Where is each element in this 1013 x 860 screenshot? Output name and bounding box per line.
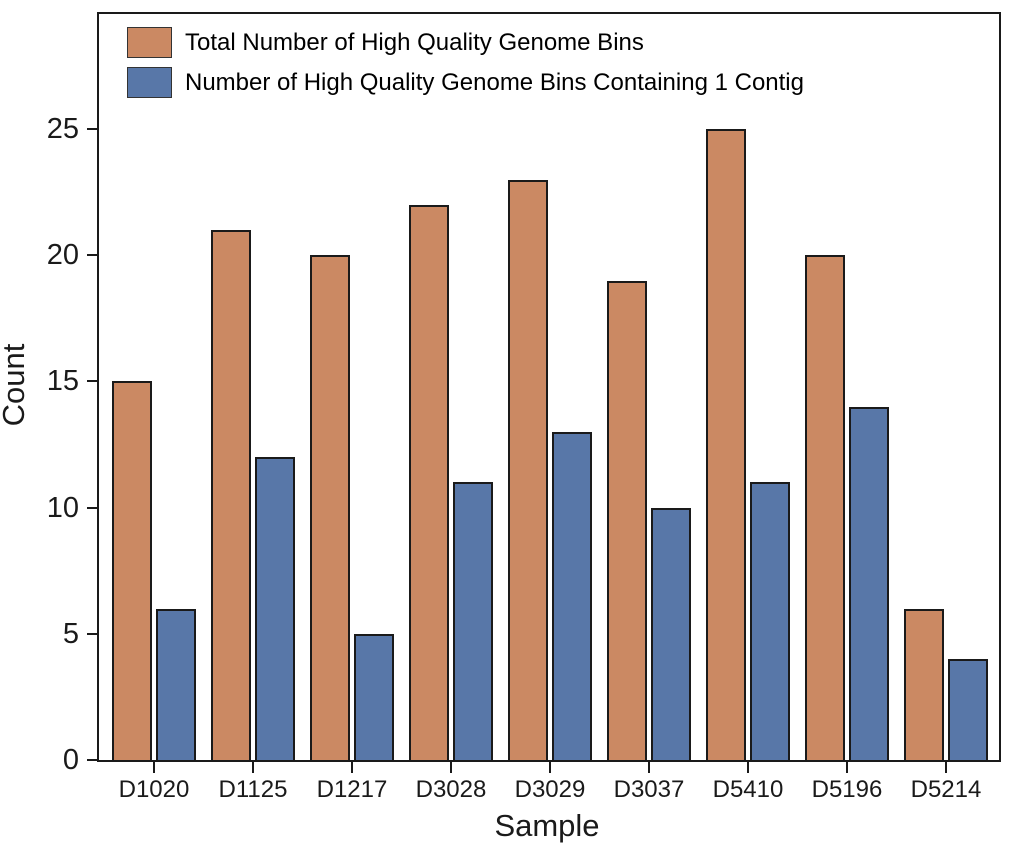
bar-contig-D1020 — [156, 608, 196, 760]
y-tick-label: 15 — [46, 365, 79, 398]
bar-total-D5410 — [706, 129, 746, 760]
x-tick-mark — [549, 762, 551, 773]
bar-contig-D3028 — [453, 482, 493, 760]
x-tick-label-D5196: D5196 — [811, 776, 883, 803]
x-tick-mark — [153, 762, 155, 773]
x-tick-mark — [252, 762, 254, 773]
x-tick-mark — [648, 762, 650, 773]
x-tick-mark — [450, 762, 452, 773]
y-tick-mark — [87, 759, 97, 761]
x-tick-label-D3028: D3028 — [415, 776, 487, 803]
bar-contig-D1125 — [255, 457, 295, 760]
x-tick-label-D1217: D1217 — [316, 776, 388, 803]
x-tick-mark — [351, 762, 353, 773]
bar-contig-D3037 — [651, 507, 691, 760]
legend-swatch-contig-icon — [127, 67, 172, 98]
bar-contig-D5214 — [948, 659, 988, 760]
bar-total-D3037 — [607, 280, 647, 760]
legend-label-total: Total Number of High Quality Genome Bins — [185, 29, 644, 56]
x-tick-label-D5410: D5410 — [712, 776, 784, 803]
bar-contig-D5196 — [849, 406, 889, 760]
x-tick-label-D3029: D3029 — [514, 776, 586, 803]
bar-total-D3029 — [508, 179, 548, 760]
legend-swatch-total-icon — [127, 27, 172, 58]
x-tick-label-D1020: D1020 — [118, 776, 190, 803]
y-tick-label: 10 — [46, 491, 79, 524]
x-tick-label-D5214: D5214 — [910, 776, 982, 803]
x-tick-mark — [846, 762, 848, 773]
y-tick-mark — [87, 254, 97, 257]
bar-total-D1125 — [211, 230, 251, 760]
x-tick-mark — [945, 762, 947, 773]
bar-total-D1020 — [112, 381, 152, 760]
bar-contig-D3029 — [552, 431, 592, 760]
y-tick-mark — [87, 380, 97, 383]
y-tick-label: 25 — [46, 113, 79, 146]
y-tick-label: 0 — [62, 744, 79, 776]
y-tick-label: 20 — [46, 239, 79, 272]
bar-total-D1217 — [310, 255, 350, 760]
x-tick-label-D3037: D3037 — [613, 776, 685, 803]
x-axis-title: Sample — [494, 808, 600, 843]
x-tick-mark — [747, 762, 749, 773]
bar-total-D5196 — [805, 255, 845, 760]
bar-contig-D5410 — [750, 482, 790, 760]
y-tick-mark — [87, 128, 97, 131]
legend-label-contig: Number of High Quality Genome Bins Conta… — [185, 69, 804, 96]
bar-contig-D1217 — [354, 633, 394, 760]
y-tick-mark — [87, 506, 97, 509]
x-tick-label-D1125: D1125 — [218, 776, 288, 803]
y-tick-label: 5 — [62, 617, 79, 650]
bar-total-D3028 — [409, 204, 449, 760]
bar-total-D5214 — [904, 608, 944, 760]
plot-area: Total Number of High Quality Genome Bins… — [47, 12, 1001, 803]
y-tick-mark — [87, 632, 97, 635]
